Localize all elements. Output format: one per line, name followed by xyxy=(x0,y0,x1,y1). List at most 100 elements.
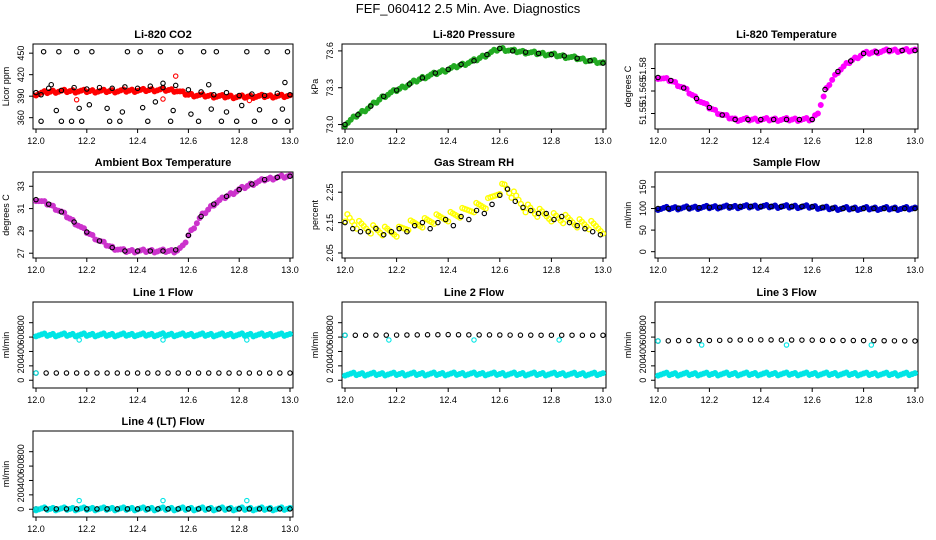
data-point xyxy=(117,118,123,125)
data-point xyxy=(574,222,580,229)
y-tick-label: 0 xyxy=(638,249,648,254)
data-point xyxy=(78,118,85,125)
data-point xyxy=(589,332,596,339)
data-point xyxy=(768,337,774,343)
series-fast-hi xyxy=(33,330,293,340)
data-point xyxy=(871,337,877,344)
data-point xyxy=(698,342,705,348)
x-tick-label: 13.0 xyxy=(281,524,299,534)
data-point xyxy=(58,118,65,125)
y-tick-label: 73.0 xyxy=(325,116,335,134)
data-point xyxy=(38,118,44,125)
y-axis-label: kPa xyxy=(310,79,320,95)
data-point xyxy=(246,97,253,104)
x-tick-label: 12.6 xyxy=(491,265,509,275)
data-point xyxy=(84,229,90,235)
data-point xyxy=(504,186,511,192)
series-fast xyxy=(33,85,293,102)
data-point xyxy=(778,203,785,210)
data-point xyxy=(758,116,764,123)
series-avg-lo xyxy=(33,370,293,376)
data-point xyxy=(548,332,555,338)
data-point xyxy=(86,102,93,108)
data-point xyxy=(76,337,82,343)
y-tick-label: 400 xyxy=(325,344,335,359)
y-tick-label: 0 xyxy=(638,378,648,383)
data-point xyxy=(205,81,212,88)
x-tick-label: 12.0 xyxy=(27,136,45,146)
panel-frame xyxy=(32,171,294,259)
data-point xyxy=(727,337,733,343)
y-tick-label: 51.58 xyxy=(638,57,648,80)
data-point xyxy=(799,203,805,210)
data-point xyxy=(104,105,110,112)
data-point xyxy=(53,370,60,376)
y-tick-label: 400 xyxy=(16,344,26,359)
data-point xyxy=(342,121,348,128)
series-fast xyxy=(341,180,607,240)
data-point xyxy=(58,87,65,94)
x-tick-label: 12.8 xyxy=(855,265,873,275)
data-point xyxy=(424,332,431,338)
data-point xyxy=(788,203,795,210)
x-tick-label: 13.0 xyxy=(594,265,612,275)
y-axis-label: percent xyxy=(310,199,320,230)
data-point xyxy=(249,181,255,187)
data-point xyxy=(182,239,189,246)
data-point xyxy=(393,233,400,240)
y-tick-label: 100 xyxy=(638,201,648,216)
panel-8: Line 2 Flow 12.0 12.2 12.4 12.6 12.8 13.0 0 2004… xyxy=(310,287,612,405)
data-point xyxy=(33,89,39,96)
y-tick-label: 600 xyxy=(16,330,26,345)
data-point xyxy=(109,85,115,92)
y-tick-label: 200 xyxy=(638,358,648,373)
data-point xyxy=(737,203,743,210)
data-point xyxy=(249,91,255,97)
y-tick-label: 800 xyxy=(325,315,335,330)
data-point xyxy=(195,118,202,125)
series-lo xyxy=(38,118,291,125)
data-point xyxy=(881,205,887,212)
x-tick-label: 12.2 xyxy=(78,265,96,275)
data-point xyxy=(826,81,833,88)
data-point xyxy=(114,506,121,512)
data-point xyxy=(277,370,283,376)
data-point xyxy=(419,75,426,81)
data-point xyxy=(139,104,146,111)
data-point xyxy=(211,91,217,98)
data-point xyxy=(830,205,836,211)
data-point xyxy=(200,48,207,55)
panel-frame xyxy=(654,171,919,259)
x-tick-label: 12.0 xyxy=(336,395,354,405)
x-tick-label: 13.0 xyxy=(906,265,924,275)
data-point xyxy=(76,497,82,504)
data-point xyxy=(84,506,90,512)
series-avg xyxy=(33,82,293,99)
data-point xyxy=(33,196,39,203)
data-point xyxy=(871,205,877,212)
data-point xyxy=(509,48,516,54)
data-point xyxy=(172,247,179,253)
data-point xyxy=(213,48,220,55)
panel-title: Line 2 Flow xyxy=(444,287,504,299)
data-point xyxy=(205,370,212,376)
data-point xyxy=(226,370,232,376)
x-tick-label: 12.6 xyxy=(803,395,821,405)
data-point xyxy=(758,203,764,210)
data-point xyxy=(809,116,815,123)
data-point xyxy=(157,48,164,55)
y-tick-label: 400 xyxy=(16,473,26,488)
data-point xyxy=(706,337,713,344)
x-tick-label: 12.4 xyxy=(752,265,770,275)
data-point xyxy=(522,209,529,216)
data-point xyxy=(195,370,202,376)
panel-5: Gas Stream RH 12.0 12.2 12.4 12.6 12.8 13.0 2.0… xyxy=(310,157,612,275)
data-point xyxy=(783,116,790,123)
y-tick-label: 600 xyxy=(638,330,648,345)
data-point xyxy=(419,219,426,226)
data-point xyxy=(256,370,263,376)
data-point xyxy=(45,201,52,207)
data-point xyxy=(104,506,110,512)
data-point xyxy=(152,99,159,105)
